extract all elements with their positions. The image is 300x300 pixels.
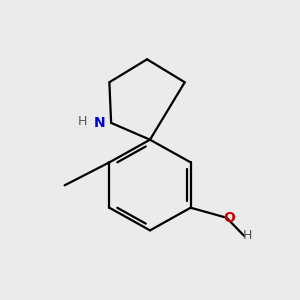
Text: O: O (224, 211, 236, 225)
Text: H: H (243, 229, 252, 242)
Text: H: H (78, 115, 88, 128)
Text: N: N (94, 116, 106, 130)
